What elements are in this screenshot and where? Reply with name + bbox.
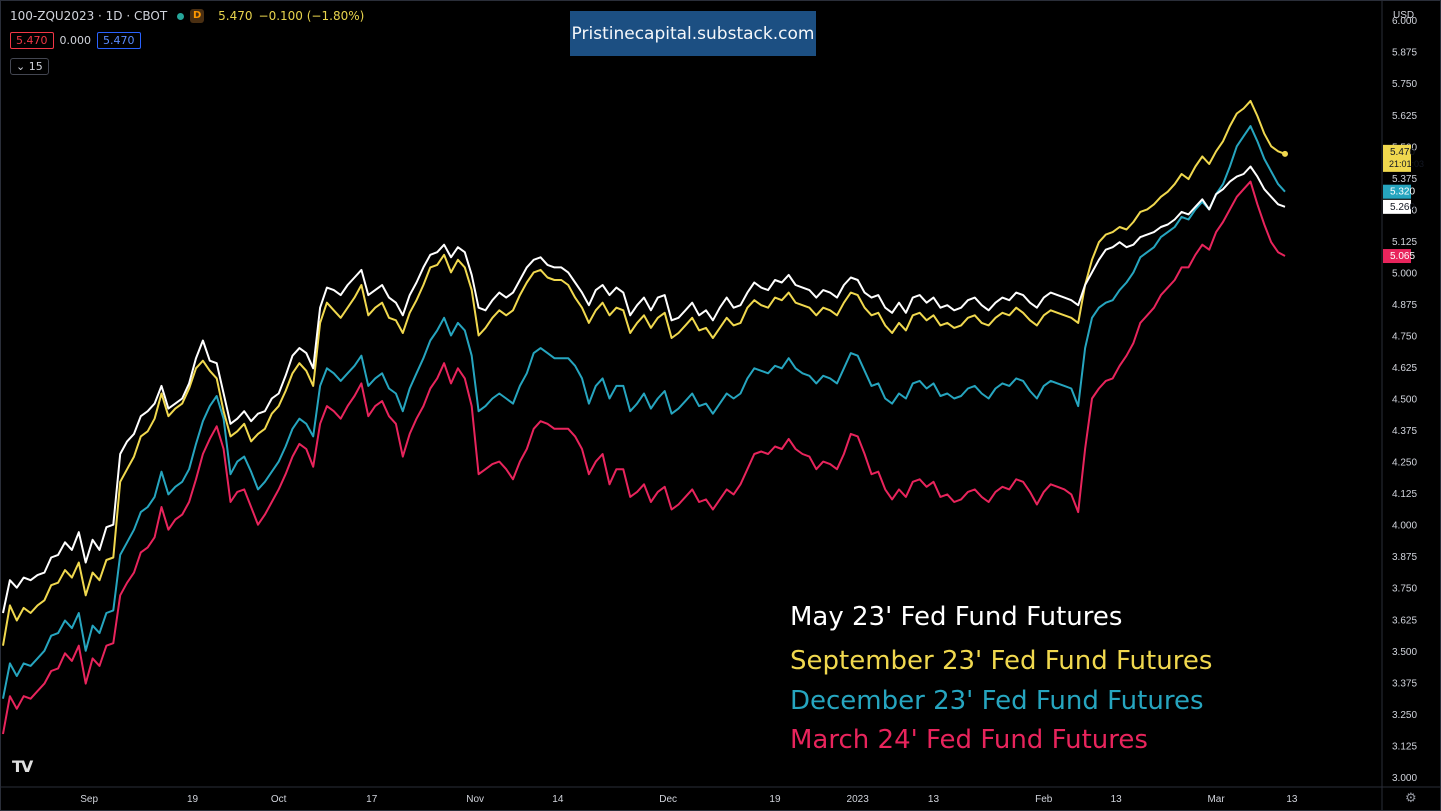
plot-lines <box>2 99 1288 735</box>
x-tick-label: Oct <box>271 794 287 805</box>
x-tick-label: 19 <box>769 794 781 805</box>
price-axis: USD 3.000 3.125 3.250 3.375 3.500 3.625 3.750 3.… <box>1392 10 1417 784</box>
header-price: 5.470 <box>218 9 253 23</box>
y-tick-label: 6.000 <box>1392 16 1417 27</box>
watermark-banner: Pristinecapital.substack.com <box>570 11 816 56</box>
y-tick-label: 3.750 <box>1392 584 1417 595</box>
x-tick-label: 13 <box>928 794 940 805</box>
sell-price-box[interactable]: 5.470 <box>10 32 54 49</box>
gear-icon[interactable]: ⚙ <box>1405 791 1417 806</box>
y-tick-label: 5.750 <box>1392 79 1417 90</box>
symbol-title[interactable]: 100-ZQU2023 · 1D · CBOT <box>10 9 168 23</box>
y-tick-label: 5.375 <box>1392 174 1417 185</box>
series-line-dec23[interactable] <box>2 125 1286 699</box>
y-tick-label: 3.875 <box>1392 552 1417 563</box>
bar-countdown: 21:01:03 <box>1389 159 1424 169</box>
series-line-sep23[interactable] <box>2 99 1286 646</box>
legend-dec23: December 23' Fed Fund Futures <box>790 686 1204 716</box>
y-tick-label: 4.125 <box>1392 489 1417 500</box>
last-point-dot <box>1282 150 1288 157</box>
watermark-text: Pristinecapital.substack.com <box>571 23 815 44</box>
symbol-header[interactable]: 100-ZQU2023 · 1D · CBOT D 5.470 −0.100 (… <box>10 9 364 23</box>
legend-mar24: March 24' Fed Fund Futures <box>790 725 1148 755</box>
y-tick-label: 4.000 <box>1392 521 1417 532</box>
last-price-box-mar24 <box>1383 249 1411 264</box>
market-status-dot-icon <box>177 12 185 20</box>
y-tick-label: 3.000 <box>1392 773 1417 784</box>
x-tick-label: 13 <box>1111 794 1123 805</box>
buy-price-box[interactable]: 5.470 <box>97 32 141 49</box>
series-line-mar24[interactable] <box>2 180 1286 735</box>
indicators-toggle[interactable]: ⌄ 15 <box>10 58 49 75</box>
currency-label: USD <box>1393 10 1414 21</box>
y-tick-label: 4.750 <box>1392 331 1417 342</box>
legend-sep23: September 23' Fed Fund Futures <box>790 646 1213 676</box>
y-tick-label: 3.250 <box>1392 710 1417 721</box>
last-price-value-sep23: 5.470 <box>1390 147 1415 158</box>
x-tick-label: 14 <box>552 794 564 805</box>
x-tick-label: Sep <box>80 794 98 805</box>
series-line-may23[interactable] <box>2 165 1286 614</box>
y-tick-label: 4.500 <box>1392 395 1417 406</box>
last-price-value-mar24: 5.065 <box>1390 251 1415 262</box>
tradingview-logo-icon[interactable]: TV <box>12 757 33 776</box>
x-tick-label: Nov <box>466 794 484 805</box>
spread-value: 0.000 <box>59 34 92 47</box>
y-tick-label: 4.375 <box>1392 426 1417 437</box>
time-axis: Sep 19 Oct 17 Nov 14 Dec 19 2023 13 Feb 13 Mar 13 <box>80 794 1298 805</box>
y-tick-label: 5.000 <box>1392 268 1417 279</box>
last-price-box-dec23 <box>1383 184 1411 199</box>
x-tick-label: Feb <box>1035 794 1053 805</box>
chevron-down-icon: ⌄ <box>16 60 26 73</box>
y-tick-label: 3.125 <box>1392 741 1417 752</box>
x-tick-label: 2023 <box>847 794 870 805</box>
last-price-box-may23 <box>1383 199 1411 214</box>
y-tick-label: 5.875 <box>1392 48 1417 59</box>
y-tick-label: 4.625 <box>1392 363 1417 374</box>
last-price-value-may23: 5.260 <box>1390 202 1415 213</box>
y-tick-label: 3.625 <box>1392 615 1417 626</box>
x-tick-label: Mar <box>1207 794 1225 805</box>
delay-badge[interactable]: D <box>190 9 205 23</box>
header-change: −0.100 (−1.80%) <box>258 9 365 23</box>
y-tick-label: 5.625 <box>1392 111 1417 122</box>
last-price-value-dec23: 5.320 <box>1390 187 1415 198</box>
y-tick-label: 3.375 <box>1392 678 1417 689</box>
x-tick-label: Dec <box>659 794 677 805</box>
x-tick-label: 19 <box>187 794 199 805</box>
quote-row: 5.470 0.000 5.470 <box>10 32 141 49</box>
last-price-box-sep23 <box>1383 144 1411 172</box>
y-tick-label: 4.875 <box>1392 300 1417 311</box>
indicators-count: 15 <box>28 60 43 73</box>
y-tick-label: 4.250 <box>1392 458 1417 469</box>
x-tick-label: 13 <box>1286 794 1298 805</box>
x-tick-label: 17 <box>366 794 378 805</box>
y-tick-label: 3.500 <box>1392 647 1417 658</box>
y-tick-label: 5.125 <box>1392 237 1417 248</box>
legend-may23: May 23' Fed Fund Futures <box>790 602 1123 632</box>
